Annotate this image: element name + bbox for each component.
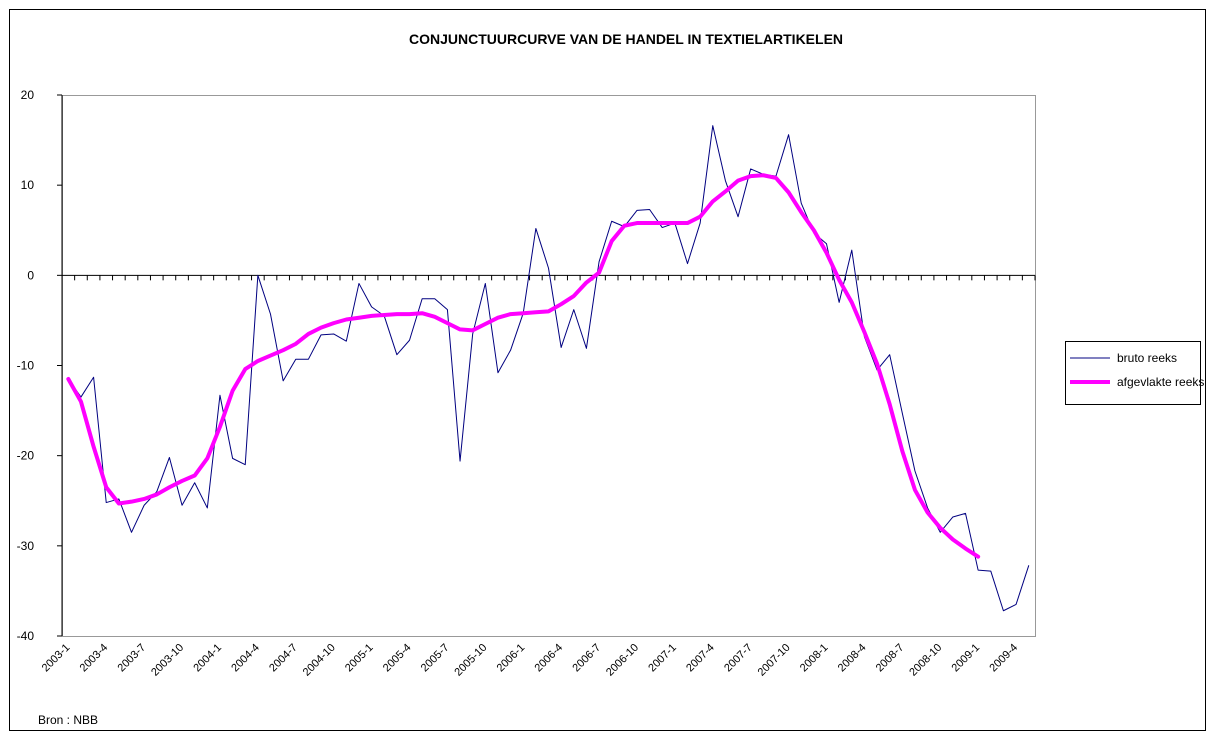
y-tick-label: -20 [17,449,35,463]
y-tick-label: -30 [17,539,35,553]
plot-area [62,95,1036,637]
y-tick-label: 10 [21,178,35,192]
legend-label: bruto reeks [1117,351,1177,365]
source-note: Bron : NBB [38,713,98,727]
chart-title: CONJUNCTUURCURVE VAN DE HANDEL IN TEXTIE… [409,31,843,47]
series-line [66,173,981,559]
y-tick-label: -40 [17,629,35,643]
y-tick-label: -10 [17,359,35,373]
y-tick-label: 20 [21,88,35,102]
legend-label: afgevlakte reeks [1117,375,1204,389]
legend [1065,341,1201,405]
y-tick-label: 0 [27,268,34,282]
